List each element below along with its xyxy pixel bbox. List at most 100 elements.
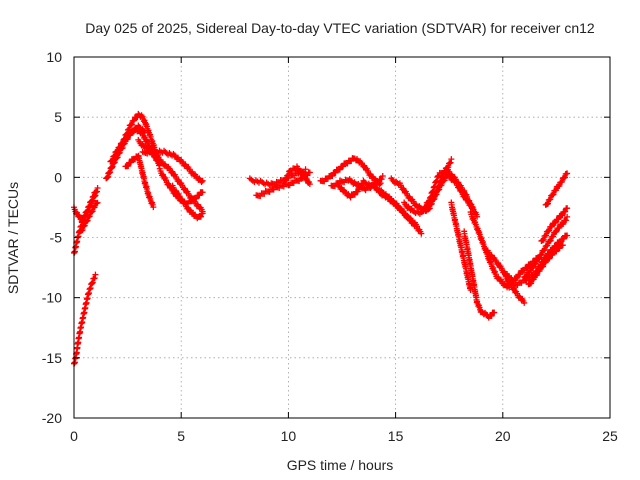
- series-arc-12: [169, 182, 206, 222]
- data-point: [564, 170, 571, 177]
- data-point: [358, 184, 365, 191]
- data-point: [536, 267, 543, 274]
- series-arc-30: [521, 213, 571, 281]
- data-point: [141, 129, 148, 136]
- data-point: [556, 224, 563, 231]
- series-arc-27: [484, 247, 543, 285]
- y-tick-label: -10: [42, 290, 62, 306]
- series-arc-33: [525, 242, 566, 288]
- data-point: [336, 166, 343, 173]
- data-point: [121, 140, 128, 147]
- data-point: [199, 177, 206, 184]
- series-arc-1: [71, 271, 99, 367]
- y-tick-labels: 10 5 0 -5 -10 -15 -20: [42, 49, 62, 426]
- data-point: [553, 228, 560, 235]
- data-point: [521, 267, 528, 274]
- data-points: [71, 110, 571, 367]
- data-point: [488, 312, 495, 319]
- data-point: [561, 174, 568, 181]
- x-tick-label: 25: [602, 428, 618, 444]
- y-tick-label: 0: [54, 169, 62, 185]
- data-point: [306, 181, 313, 188]
- series-arc-28: [501, 271, 528, 306]
- data-point: [196, 192, 203, 199]
- data-point: [517, 271, 524, 278]
- series-arc-31: [538, 205, 571, 244]
- data-point: [426, 205, 433, 212]
- data-point: [547, 237, 554, 244]
- data-point: [84, 217, 91, 224]
- data-point: [548, 223, 555, 230]
- data-point: [544, 242, 551, 249]
- series-arc-7: [103, 122, 148, 182]
- data-point: [564, 232, 571, 239]
- data-point: [556, 182, 563, 189]
- data-point: [547, 196, 554, 203]
- data-point: [378, 176, 385, 183]
- data-point: [540, 236, 547, 243]
- data-point: [448, 156, 455, 163]
- y-tick-label: -20: [42, 410, 62, 426]
- series-arc-18: [334, 180, 367, 201]
- data-point: [553, 248, 560, 255]
- series-arc-23: [424, 171, 481, 220]
- data-point: [559, 212, 566, 219]
- data-point: [542, 259, 549, 266]
- data-point: [124, 135, 131, 142]
- data-point: [428, 200, 435, 207]
- data-point: [534, 271, 541, 278]
- x-tick-label: 5: [177, 428, 185, 444]
- series-arc-4: [77, 199, 101, 235]
- data-point: [81, 222, 88, 229]
- data-point: [560, 220, 567, 227]
- data-point: [546, 255, 553, 262]
- data-point: [125, 162, 132, 169]
- data-point: [116, 149, 123, 156]
- data-point: [560, 235, 567, 242]
- y-axis-label: SDTVAR / TECUs: [5, 182, 21, 294]
- data-point: [379, 172, 386, 179]
- y-tick-label: 10: [46, 49, 62, 65]
- x-tick-label: 10: [281, 428, 297, 444]
- data-point: [546, 227, 553, 234]
- x-tick-label: 15: [388, 428, 404, 444]
- data-point: [474, 213, 481, 220]
- data-point: [91, 204, 98, 211]
- data-point: [438, 182, 445, 189]
- y-tick-label: -5: [50, 230, 63, 246]
- data-point: [521, 299, 528, 306]
- data-point: [329, 172, 336, 179]
- x-tick-label: 0: [70, 428, 78, 444]
- data-point: [536, 255, 543, 262]
- series-arc-25: [461, 228, 498, 321]
- data-point: [131, 117, 138, 124]
- data-point: [302, 166, 309, 173]
- series-arc-24: [448, 199, 474, 293]
- data-point: [436, 186, 443, 193]
- data-point: [340, 163, 347, 170]
- x-tick-labels: 0 5 10 15 20 25: [70, 428, 618, 444]
- data-point: [528, 280, 535, 287]
- data-point: [193, 195, 200, 202]
- series-arc-8: [122, 152, 157, 211]
- data-point: [197, 213, 204, 220]
- series-arc-17: [328, 172, 386, 194]
- data-point: [94, 185, 101, 192]
- data-point: [538, 251, 545, 258]
- data-point: [433, 191, 440, 198]
- x-axis-label: GPS time / hours: [287, 457, 394, 473]
- data-point: [559, 242, 566, 249]
- y-tick-label: -15: [42, 350, 62, 366]
- data-point: [526, 269, 533, 276]
- data-point: [550, 233, 557, 240]
- data-point: [540, 263, 547, 270]
- data-point: [420, 207, 427, 214]
- data-point: [514, 274, 521, 281]
- data-point: [530, 264, 537, 271]
- data-point: [543, 232, 550, 239]
- data-point: [150, 204, 157, 211]
- data-point: [375, 179, 382, 186]
- data-point: [552, 187, 559, 194]
- data-point: [541, 246, 548, 253]
- data-point: [79, 227, 86, 234]
